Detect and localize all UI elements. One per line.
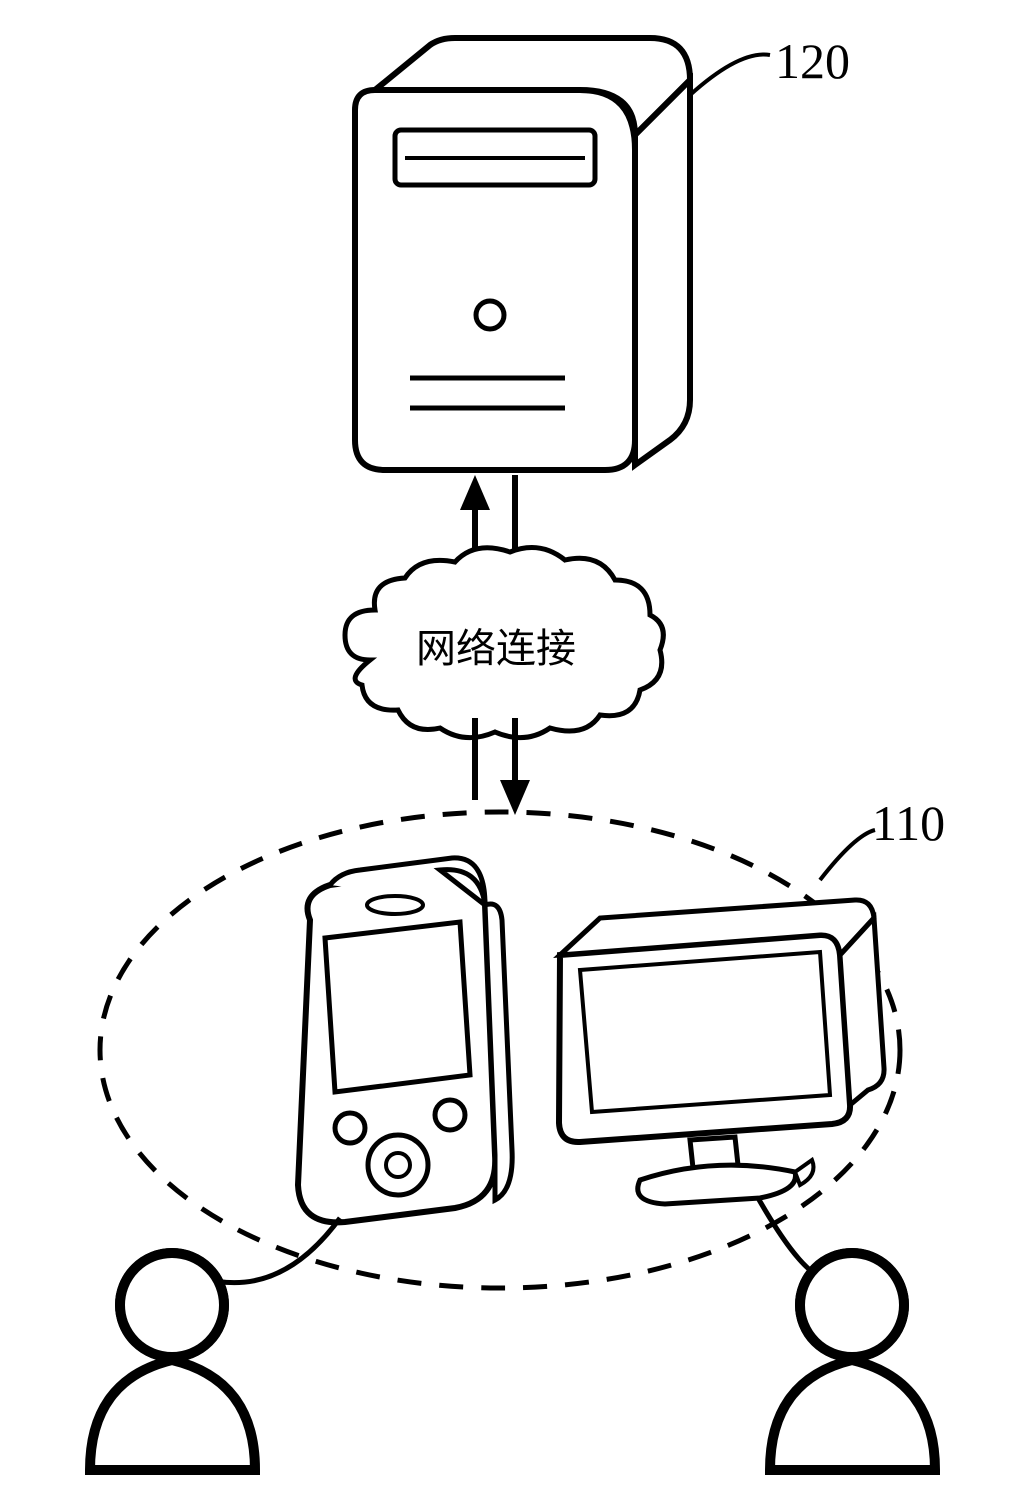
person-left: [90, 1253, 255, 1470]
diagram-canvas: 120 网络连接 110: [0, 0, 1014, 1494]
phone-node: [298, 858, 512, 1222]
client-group-leader: [820, 830, 875, 880]
cloud-label: 网络连接: [416, 626, 576, 671]
client-group-label: 110: [872, 795, 945, 851]
server-label: 120: [775, 33, 850, 89]
person-right: [770, 1253, 935, 1470]
diagram-svg: 120 网络连接 110: [0, 0, 1014, 1494]
monitor-node: [559, 900, 884, 1204]
wire-left: [202, 1218, 340, 1283]
server-node: [355, 38, 770, 470]
